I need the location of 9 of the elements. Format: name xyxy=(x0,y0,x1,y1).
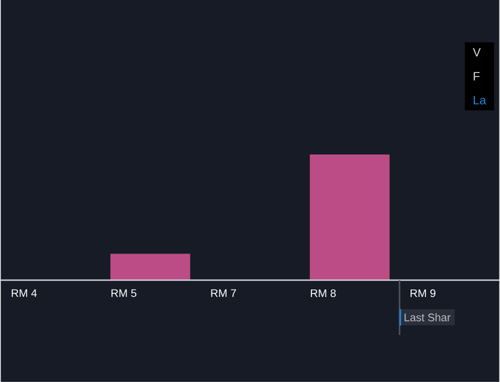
x-tick-label: RM 4 xyxy=(12,289,37,297)
text: V xyxy=(472,48,481,56)
x-tick-label: RM 8 xyxy=(310,289,336,298)
text: Last Shar xyxy=(404,313,450,322)
x-tick-label: RM 9 xyxy=(410,289,436,298)
text: F xyxy=(474,72,480,80)
text: La xyxy=(474,96,486,104)
x-tick-label: RM 5 xyxy=(112,289,136,298)
x-tick-label: RM 7 xyxy=(211,289,236,297)
